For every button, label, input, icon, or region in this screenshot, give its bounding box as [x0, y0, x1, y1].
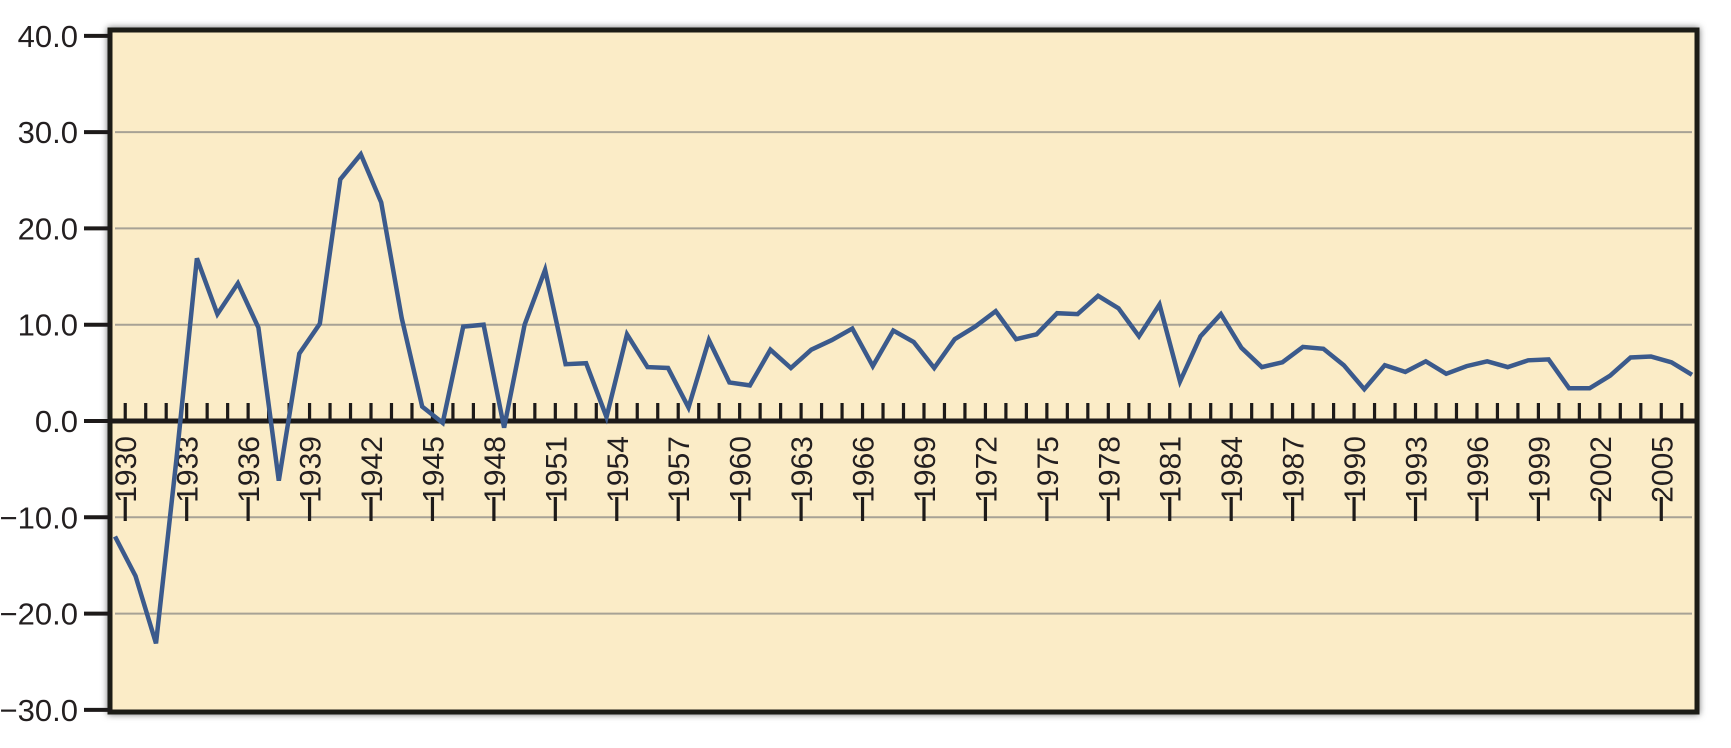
x-axis-year-label: 1954 [602, 436, 635, 503]
x-axis-year-label: 1948 [479, 436, 512, 503]
x-axis-year-label: 1930 [110, 436, 143, 503]
y-axis-label: 30.0 [18, 115, 78, 150]
data-series-line [113, 149, 1694, 645]
x-axis-year-label: 1945 [417, 436, 450, 503]
y-axis-label: 40.0 [18, 19, 78, 54]
x-axis-year-label: 1939 [295, 436, 328, 503]
x-axis-year-label: 1990 [1339, 436, 1372, 503]
y-axis-label: 20.0 [18, 211, 78, 246]
x-axis-year-label: 1936 [233, 436, 266, 503]
y-axis-label: −30.0 [0, 693, 78, 728]
x-axis-year-label: 1984 [1216, 436, 1249, 503]
x-axis-year-label: 1963 [786, 436, 819, 503]
x-axis-year-label: 1987 [1278, 436, 1311, 503]
x-axis-year-label: 1957 [663, 436, 696, 503]
x-axis-year-label: 1975 [1032, 436, 1065, 503]
x-axis-year-label: 1969 [909, 436, 942, 503]
y-axis-label: 0.0 [35, 404, 78, 439]
x-axis-year-label: 1996 [1462, 436, 1495, 503]
y-axis-label: −10.0 [0, 500, 78, 535]
x-axis-year-label: 2002 [1585, 436, 1618, 503]
y-axis-label: −20.0 [0, 597, 78, 632]
x-axis-year-label: 1942 [356, 436, 389, 503]
x-axis-year-label: 1993 [1401, 436, 1434, 503]
x-axis-year-label: 2005 [1646, 436, 1679, 503]
x-axis-year-label: 1951 [540, 436, 573, 503]
plot-frame [107, 27, 1700, 715]
y-axis-label: 10.0 [18, 308, 78, 343]
x-axis-year-label: 1960 [725, 436, 758, 503]
x-axis-year-label: 1966 [848, 436, 881, 503]
x-axis-year-label: 1978 [1093, 436, 1126, 503]
x-axis-year-label: 1972 [970, 436, 1003, 503]
x-axis-year-label: 1999 [1523, 436, 1556, 503]
x-axis-year-label: 1981 [1155, 436, 1188, 503]
